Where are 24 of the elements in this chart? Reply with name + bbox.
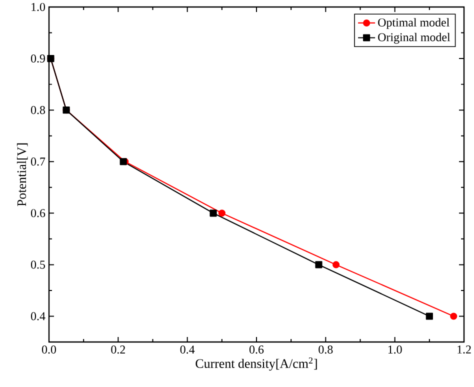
y-tick-label: 0.4 [30,312,46,320]
x-tick-label: 0.6 [249,346,264,354]
y-tick-label: 0.6 [30,209,46,218]
point [332,261,340,268]
x-tick-label: 0.8 [318,346,333,354]
y-tick-label: 0.7 [30,158,46,166]
y-tick-label: 0.5 [30,260,46,269]
point [210,210,217,217]
legend-label: Original model [378,32,450,44]
point [426,312,433,320]
x-tick-label: 1.2 [458,346,471,354]
y-tick-label: 1.0 [32,2,46,12]
y-tick-label: 0.9 [30,54,45,63]
x-tick-label: 0.2 [111,346,125,354]
point [218,210,226,217]
x-tick-label: 0.4 [180,346,195,354]
point [450,312,458,320]
legend-label: Optimal model [378,18,450,29]
y-axis-title: Potential[V] [16,143,28,206]
y-tick-label: 0.8 [30,106,46,114]
point [315,261,322,268]
x-tick-label: 1.0 [388,346,402,354]
x-axis-title: Current density[A/cm$^{2}$] [196,357,317,371]
x-tick-label: 0.0 [42,346,56,354]
